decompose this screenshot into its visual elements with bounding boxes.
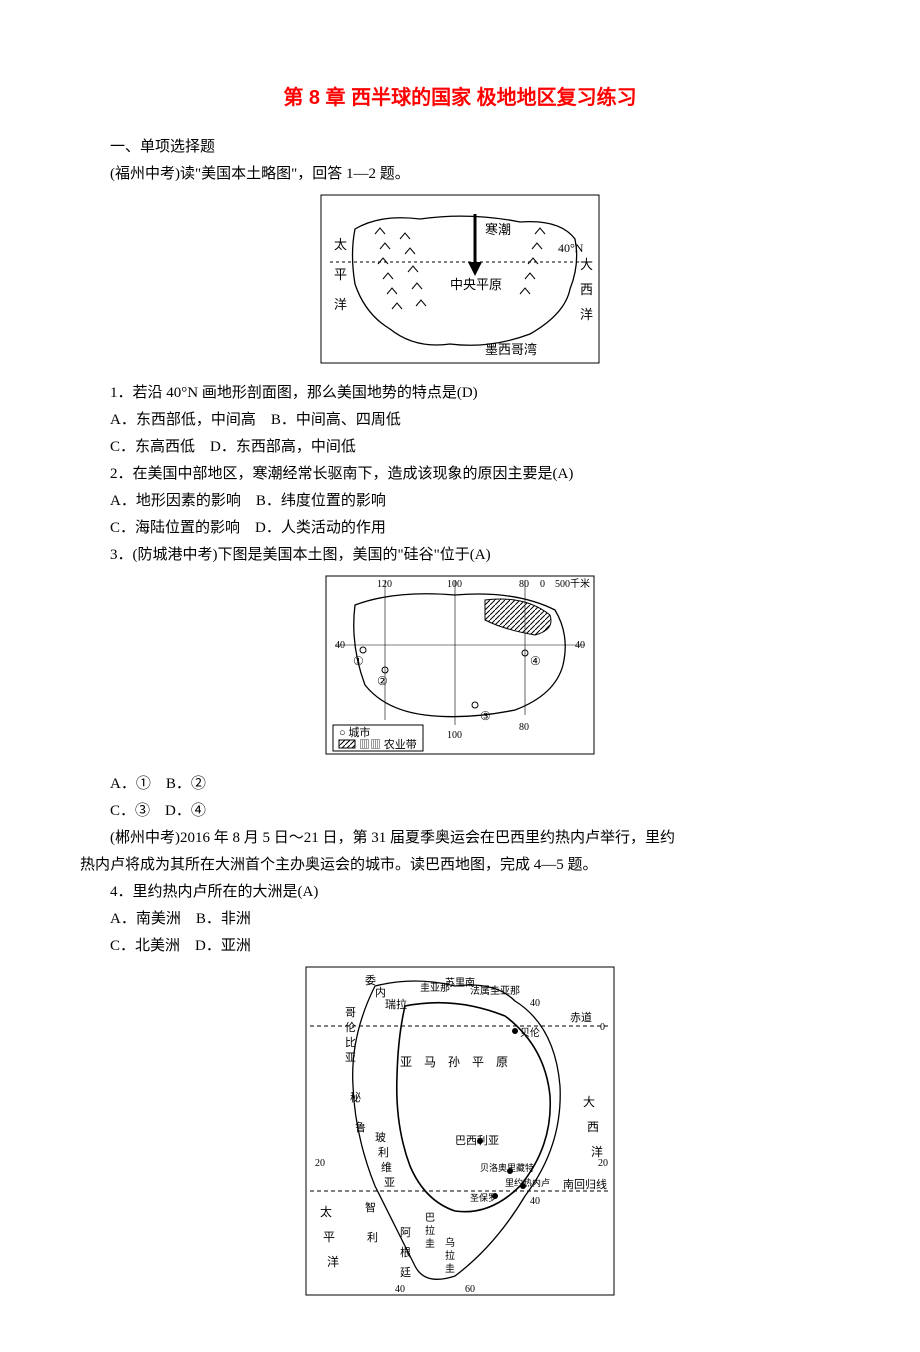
lbl-belen: 贝伦 xyxy=(520,1026,540,1039)
label-plain: 中央平原 xyxy=(450,277,502,292)
question-4-opts-ab: A．南美洲 B．非洲 xyxy=(80,906,840,933)
lbl-bol3: 维 xyxy=(381,1161,392,1174)
lbl-peru1: 秘 xyxy=(350,1090,361,1104)
lbl-pac2: 平 xyxy=(323,1230,335,1244)
lbl-atl2: 西 xyxy=(587,1120,599,1134)
lbl-uru2: 拉 xyxy=(445,1249,455,1262)
lbl-bol2: 利 xyxy=(378,1146,389,1159)
question-1: 1．若沿 40°N 画地形剖面图，那么美国地势的特点是(D) xyxy=(80,380,840,407)
lbl-sp: 圣保罗 xyxy=(470,1192,497,1203)
question-2-opts-ab: A．地形因素的影响 B．纬度位置的影响 xyxy=(80,488,840,515)
lbl-uru1: 乌 xyxy=(445,1236,455,1249)
legend-belt: ▥▥ 农业带 xyxy=(359,737,417,751)
lbl-brasilia: 巴西利亚 xyxy=(455,1134,499,1147)
lbl-ven3: 瑞拉 xyxy=(385,997,407,1011)
lbl-frg: 法属圭亚那 xyxy=(470,984,520,997)
figure-2-us-silicon: ① ② ③ ④ 120 100 80 0 500千米 40 40 120 100… xyxy=(80,575,840,765)
question-4-opts-cd: C．北美洲 D．亚洲 xyxy=(80,933,840,960)
lbl-uru3: 圭 xyxy=(445,1262,455,1275)
lbl-amazon: 亚 马 孙 平 原 xyxy=(400,1055,508,1069)
marker-3: ③ xyxy=(480,709,491,723)
lon-80b: 80 xyxy=(519,722,529,733)
scale-bar: 0 500千米 xyxy=(540,577,590,590)
label-pac2: 平 xyxy=(334,267,347,282)
lon-80a: 80 xyxy=(519,579,529,590)
intro-2-line1: (郴州中考)2016 年 8 月 5 日～21 日，第 31 届夏季奥运会在巴西… xyxy=(80,825,840,852)
question-4: 4．里约热内卢所在的大洲是(A) xyxy=(80,879,840,906)
lbl-arg3: 廷 xyxy=(400,1266,411,1279)
label-pac1: 太 xyxy=(334,237,347,252)
lbl-par2: 拉 xyxy=(425,1224,435,1237)
label-atl3: 洋 xyxy=(580,307,593,322)
lat-40a: 40 xyxy=(335,640,345,651)
lat-40b: 40 xyxy=(575,640,585,651)
lbl-peru2: 鲁 xyxy=(355,1120,366,1134)
lbl-equator: 赤道 xyxy=(570,1010,592,1024)
lbl-par1: 巴 xyxy=(425,1212,435,1224)
question-2-opts-cd: C．海陆位置的影响 D．人类活动的作用 xyxy=(80,515,840,542)
label-pac3: 洋 xyxy=(334,297,347,312)
lbl-40b: 40 xyxy=(395,1284,405,1295)
lbl-20a: 20 xyxy=(315,1158,325,1169)
lbl-col4: 亚 xyxy=(345,1052,356,1064)
question-1-opts-cd: C．东高西低 D．东西部高，中间低 xyxy=(80,434,840,461)
lbl-0: 0 xyxy=(600,1022,605,1033)
lbl-ven1: 委 xyxy=(365,974,376,987)
lbl-col2: 伦 xyxy=(345,1020,356,1034)
page-title: 第 8 章 西半球的国家 极地地区复习练习 xyxy=(80,80,840,116)
lon-100a: 100 xyxy=(447,579,462,590)
question-3-opts-ab: A．① B．② xyxy=(80,771,840,798)
label-atl2: 西 xyxy=(580,282,593,297)
legend-city: ○ 城市 xyxy=(339,725,370,739)
lbl-bol1: 玻 xyxy=(375,1131,386,1144)
intro-1: (福州中考)读"美国本土略图"，回答 1—2 题。 xyxy=(80,161,840,188)
question-3-opts-cd: C．③ D．④ xyxy=(80,798,840,825)
lbl-atl1: 大 xyxy=(583,1095,595,1109)
lbl-arg2: 根 xyxy=(400,1245,411,1259)
label-gulf: 墨西哥湾 xyxy=(485,342,537,357)
lbl-belo: 贝洛奥里藏特 xyxy=(480,1162,534,1173)
lbl-60b: 60 xyxy=(465,1284,475,1295)
label-cold: 寒潮 xyxy=(485,222,511,237)
lon-100b: 100 xyxy=(447,730,462,741)
label-atl1: 大 xyxy=(580,257,593,272)
label-40n: 40°N xyxy=(558,241,584,255)
lbl-par3: 圭 xyxy=(425,1237,435,1250)
lbl-pac3: 洋 xyxy=(327,1254,339,1269)
marker-2: ② xyxy=(377,674,388,688)
lbl-chi2: 利 xyxy=(367,1231,378,1244)
lbl-chi1: 智 xyxy=(365,1200,376,1214)
question-1-opts-ab: A．东西部低，中间高 B．中间高、四周低 xyxy=(80,407,840,434)
figure-3-brazil-map: 委 内 瑞拉 圭亚那 苏里南 法属圭亚那 哥 伦 比 亚 赤道 0 40 秘 鲁… xyxy=(80,966,840,1306)
figure-1-us-map: 寒潮 中央平原 40°N 太 平 洋 大 西 洋 墨西哥湾 xyxy=(80,194,840,374)
lbl-bol4: 亚 xyxy=(384,1177,395,1189)
lbl-atl3: 洋 xyxy=(591,1144,603,1159)
section-heading: 一、单项选择题 xyxy=(80,134,840,161)
lbl-pac1: 太 xyxy=(320,1204,332,1219)
lbl-col3: 比 xyxy=(345,1036,356,1049)
question-2: 2．在美国中部地区，寒潮经常长驱南下，造成该现象的原因主要是(A) xyxy=(80,461,840,488)
lbl-40c: 40 xyxy=(530,1196,540,1207)
lbl-20b: 20 xyxy=(598,1158,608,1169)
intro-2-line2: 热内卢将成为其所在大洲首个主办奥运会的城市。读巴西地图，完成 4—5 题。 xyxy=(80,852,840,879)
lon-120a: 120 xyxy=(377,579,392,590)
lbl-ven2: 内 xyxy=(375,985,386,999)
question-3: 3．(防城港中考)下图是美国本土图，美国的"硅谷"位于(A) xyxy=(80,542,840,569)
lbl-40t: 40 xyxy=(530,998,540,1009)
lbl-col1: 哥 xyxy=(345,1006,356,1019)
marker-1: ① xyxy=(353,654,364,668)
lbl-tropic: 南回归线 xyxy=(563,1177,607,1191)
marker-4: ④ xyxy=(530,654,541,668)
lbl-arg1: 阿 xyxy=(400,1226,411,1239)
lbl-rio: 里约热内卢 xyxy=(505,1177,550,1188)
